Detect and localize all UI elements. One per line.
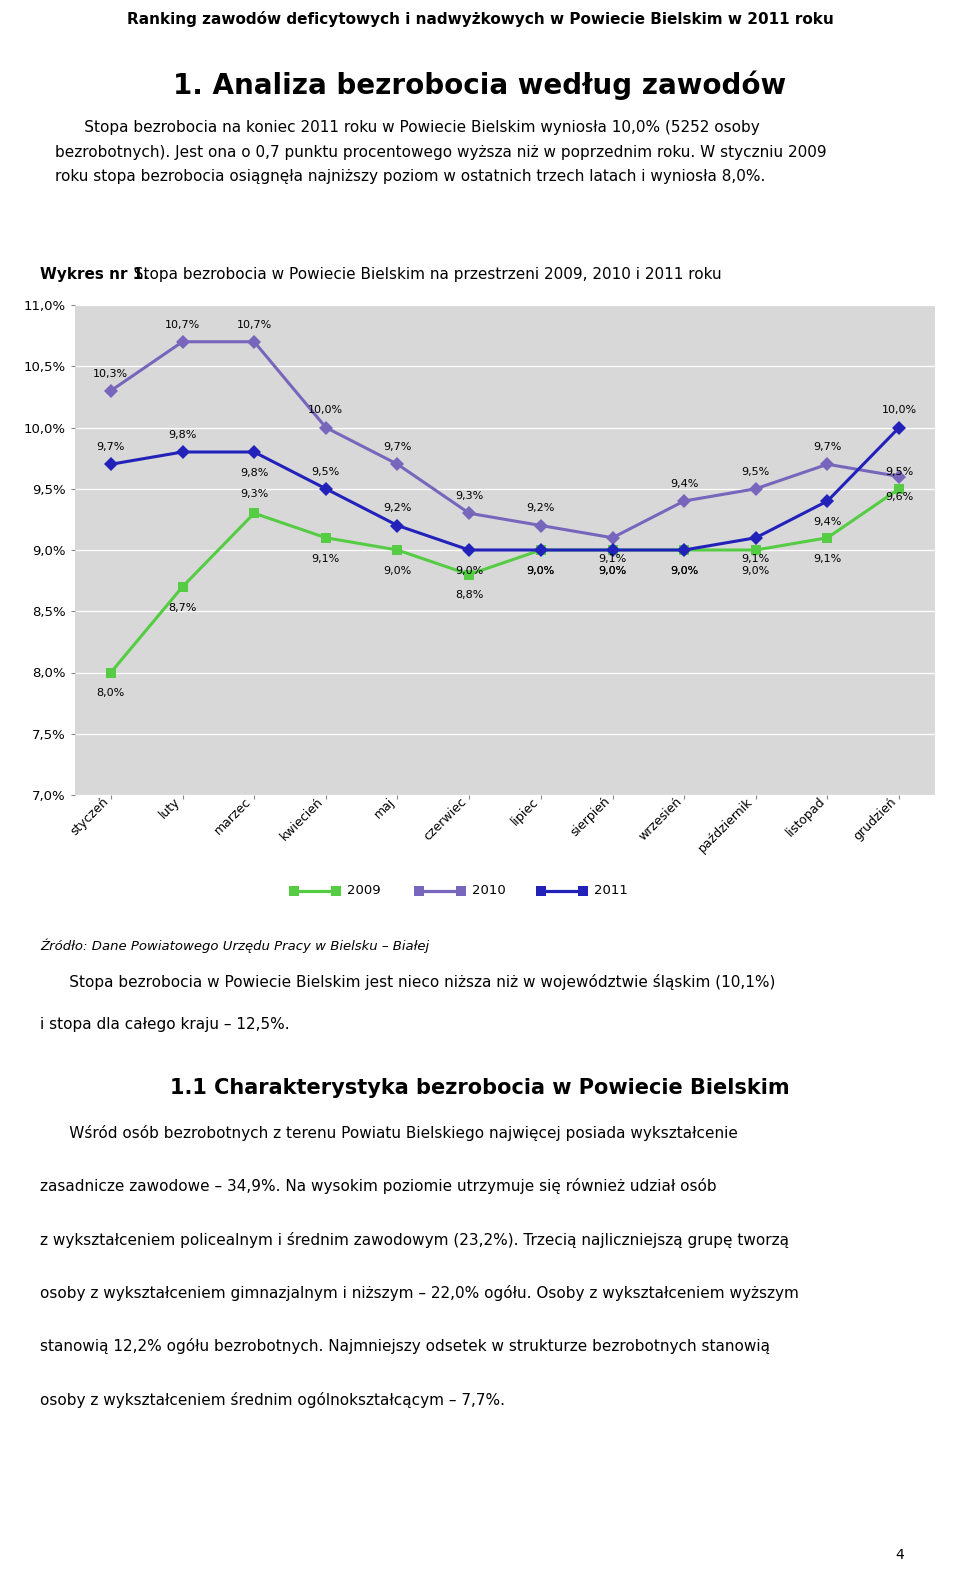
Text: wrzesień: wrzesień — [636, 795, 684, 844]
Text: Wśród osób bezrobotnych z terenu Powiatu Bielskiego najwięcej posiada wykształce: Wśród osób bezrobotnych z terenu Powiatu… — [40, 1125, 738, 1141]
Text: 9,4%: 9,4% — [813, 516, 842, 527]
Text: 10,7%: 10,7% — [236, 320, 272, 329]
Text: 9,2%: 9,2% — [383, 504, 412, 513]
Text: osoby z wykształceniem gimnazjalnym i niższym – 22,0% ogółu. Osoby z wykształcen: osoby z wykształceniem gimnazjalnym i ni… — [40, 1284, 799, 1302]
Text: 4: 4 — [896, 1547, 904, 1561]
Text: 9,3%: 9,3% — [455, 491, 483, 501]
Text: 9,4%: 9,4% — [670, 478, 698, 490]
Text: 9,1%: 9,1% — [312, 554, 340, 563]
Text: Źródło: Dane Powiatowego Urzędu Pracy w Bielsku – Białej: Źródło: Dane Powiatowego Urzędu Pracy w … — [40, 938, 429, 954]
Text: 8,0%: 8,0% — [97, 688, 125, 699]
Text: 9,0%: 9,0% — [670, 567, 698, 576]
Text: 1.1 Charakterystyka bezrobocia w Powiecie Bielskim: 1.1 Charakterystyka bezrobocia w Powieci… — [170, 1078, 790, 1097]
Text: 9,5%: 9,5% — [742, 466, 770, 477]
Text: 9,0%: 9,0% — [598, 567, 627, 576]
Text: 9,8%: 9,8% — [240, 467, 269, 478]
Text: osoby z wykształceniem średnim ogólnokształcącym – 7,7%.: osoby z wykształceniem średnim ogólnoksz… — [40, 1391, 505, 1407]
Text: 2010: 2010 — [472, 885, 506, 897]
Text: 10,7%: 10,7% — [165, 320, 200, 329]
Text: sierpień: sierpień — [568, 795, 612, 839]
Text: 1. Analiza bezrobocia według zawodów: 1. Analiza bezrobocia według zawodów — [174, 71, 786, 99]
Text: lipiec: lipiec — [508, 795, 540, 828]
Text: styczeń: styczeń — [68, 795, 110, 837]
Text: 9,0%: 9,0% — [527, 567, 555, 576]
Text: grudzień: grudzień — [852, 795, 900, 842]
Text: Stopa bezrobocia w Powiecie Bielskim na przestrzeni 2009, 2010 i 2011 roku: Stopa bezrobocia w Powiecie Bielskim na … — [124, 266, 721, 282]
Text: 9,8%: 9,8% — [168, 430, 197, 439]
Text: 10,0%: 10,0% — [881, 405, 917, 416]
Text: stanowią 12,2% ogółu bezrobotnych. Najmniejszy odsetek w strukturze bezrobotnych: stanowią 12,2% ogółu bezrobotnych. Najmn… — [40, 1338, 770, 1354]
Text: 8,8%: 8,8% — [455, 590, 483, 600]
Text: czerwiec: czerwiec — [421, 795, 469, 844]
Text: 9,6%: 9,6% — [885, 493, 913, 502]
Text: 9,0%: 9,0% — [383, 567, 412, 576]
Text: 9,7%: 9,7% — [813, 442, 842, 452]
Text: maj: maj — [372, 795, 397, 820]
Text: Stopa bezrobocia na koniec 2011 roku w Powiecie Bielskim wyniosła 10,0% (5252 os: Stopa bezrobocia na koniec 2011 roku w P… — [55, 120, 827, 184]
Text: 2011: 2011 — [594, 885, 628, 897]
Text: 9,0%: 9,0% — [742, 567, 770, 576]
Text: 9,5%: 9,5% — [885, 466, 913, 477]
Text: 10,0%: 10,0% — [308, 405, 344, 416]
Text: kwiecień: kwiecień — [277, 795, 325, 844]
Text: listopad: listopad — [783, 795, 828, 839]
Text: 9,7%: 9,7% — [97, 442, 125, 452]
Text: Wykres nr 1.: Wykres nr 1. — [40, 266, 149, 282]
Text: 9,0%: 9,0% — [527, 567, 555, 576]
Text: 9,1%: 9,1% — [598, 554, 627, 563]
Text: 9,0%: 9,0% — [670, 567, 698, 576]
Text: 9,3%: 9,3% — [240, 488, 268, 499]
Text: 8,7%: 8,7% — [168, 603, 197, 612]
Text: 9,1%: 9,1% — [813, 554, 842, 563]
Text: październik: październik — [696, 795, 756, 855]
Text: luty: luty — [156, 795, 182, 822]
Text: 2009: 2009 — [347, 885, 380, 897]
Text: 9,2%: 9,2% — [527, 504, 555, 513]
Text: 9,5%: 9,5% — [312, 466, 340, 477]
Text: 9,0%: 9,0% — [455, 567, 483, 576]
Text: Stopa bezrobocia w Powiecie Bielskim jest nieco niższa niż w województwie śląski: Stopa bezrobocia w Powiecie Bielskim jes… — [40, 974, 776, 990]
Text: 9,7%: 9,7% — [383, 442, 412, 452]
Text: Ranking zawodów deficytowych i nadwyżkowych w Powiecie Bielskim w 2011 roku: Ranking zawodów deficytowych i nadwyżkow… — [127, 11, 833, 27]
Text: i stopa dla całego kraju – 12,5%.: i stopa dla całego kraju – 12,5%. — [40, 1017, 290, 1031]
Text: marzec: marzec — [212, 795, 254, 837]
Text: 10,3%: 10,3% — [93, 368, 129, 378]
Text: 9,0%: 9,0% — [598, 567, 627, 576]
Text: 9,1%: 9,1% — [742, 554, 770, 563]
Text: z wykształceniem policealnym i średnim zawodowym (23,2%). Trzecią najliczniejszą: z wykształceniem policealnym i średnim z… — [40, 1232, 789, 1248]
Text: zasadnicze zawodowe – 34,9%. Na wysokim poziomie utrzymuje się również udział os: zasadnicze zawodowe – 34,9%. Na wysokim … — [40, 1179, 716, 1195]
